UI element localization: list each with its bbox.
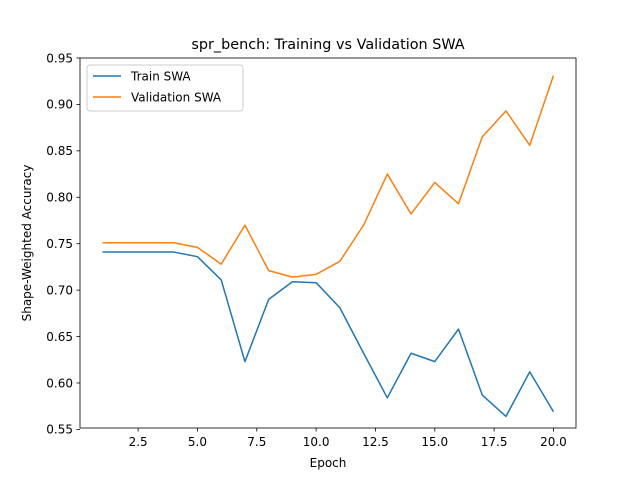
x-axis: 2.5 5.0 7.5 10.0 12.5 15.0 17.5 20.0 [129,428,567,449]
chart-title: spr_bench: Training vs Validation SWA [191,37,464,53]
y-tick-label: 0.95 [46,51,73,65]
x-tick-label: 5.0 [188,435,207,449]
x-axis-label: Epoch [310,456,347,470]
x-tick-label: 7.5 [247,435,266,449]
x-tick-label: 15.0 [421,435,448,449]
series-line-1 [102,75,555,278]
series-line-0 [102,251,555,418]
y-tick-label: 0.85 [46,144,73,158]
y-axis: 0.55 0.60 0.65 0.70 0.75 0.80 0.85 0.90 0.95 [46,51,80,437]
y-tick-label: 0.60 [46,376,73,390]
legend-label-1: Validation SWA [131,90,222,104]
x-tick-label: 10.0 [303,435,330,449]
series-layer [102,75,555,418]
y-tick-label: 0.65 [46,330,73,344]
legend-label-0: Train SWA [130,69,191,83]
x-tick-label: 2.5 [129,435,148,449]
x-tick-label: 17.5 [481,435,508,449]
y-tick-label: 0.80 [46,191,73,205]
y-tick-label: 0.55 [46,423,73,437]
y-tick-label: 0.90 [46,98,73,112]
legend-box [86,64,244,112]
x-tick-label: 12.5 [362,435,389,449]
y-axis-label: Shape-Weighted Accuracy [20,165,34,322]
legend: Train SWA Validation SWA [86,64,244,112]
x-tick-label: 20.0 [540,435,567,449]
y-tick-label: 0.75 [46,237,73,251]
plot-area-frame [79,57,577,429]
y-tick-label: 0.70 [46,283,73,297]
